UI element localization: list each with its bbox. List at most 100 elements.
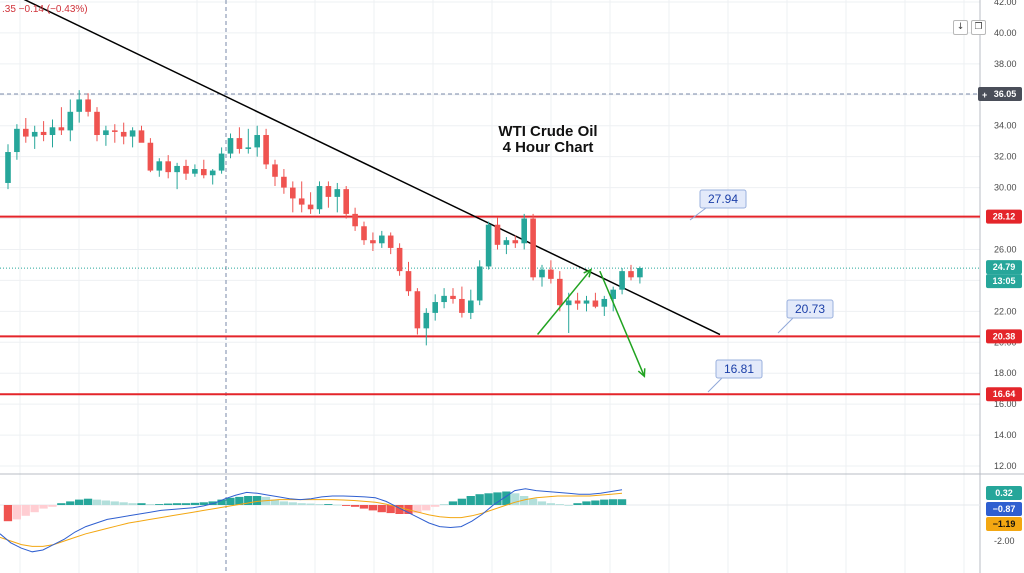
macd-signal-line [0,492,623,547]
candle-body [23,128,29,137]
macd-histogram-bar [199,502,208,505]
macd-histogram-bar [39,505,48,509]
copy-button[interactable]: ❐ [971,20,986,35]
macd-histogram-bar [333,504,342,506]
candle [254,125,260,157]
candle [423,308,430,346]
candle-body [423,312,430,329]
macd-histogram-bar [377,505,386,513]
macd-histogram-bar [617,499,627,505]
candle [147,138,154,173]
candle [209,169,216,185]
candle [405,261,412,296]
macd-histogram-bar [413,505,422,514]
level-badge-bg [986,209,1022,224]
price-tick-label: 18.00 [994,368,1017,378]
candle [565,292,572,333]
crosshair-horizontal [0,93,980,269]
candle-body [459,298,465,313]
candle [263,128,269,170]
candle-body [129,130,136,137]
candle [307,192,314,214]
price-callout: 16.81 [707,359,763,393]
macd-histogram-bar [475,494,484,505]
candle [94,107,100,142]
candle-body [138,130,145,143]
callout-box [715,359,763,379]
arrow-down-icon: ↓ [956,22,965,32]
macd-histogram-bar [582,501,591,505]
price-tick-label: 40.00 [994,28,1017,38]
candle-body [601,298,608,307]
candle [103,125,109,146]
callout-box [699,189,747,209]
candle-body [316,186,323,210]
macd-histogram-bar [3,505,13,522]
macd-histogram-bar [511,493,520,505]
plus-icon: + [982,90,987,100]
macd-line [0,488,623,553]
macd-histogram-bar [190,502,199,505]
up-arrow [536,269,592,336]
candle [414,288,421,335]
crosshair-badge-bg [978,87,1022,102]
bar-countdown-badge-text: 13:05 [992,276,1015,286]
macd-histogram-bar [609,499,618,505]
macd-histogram-bar [244,496,253,505]
macd-histogram-bar [520,496,529,505]
candle-body [58,127,65,131]
price-tick-label: 34.00 [994,121,1017,131]
macd-hist-badge: 0.32 [986,486,1022,500]
macd-histogram-bar [342,505,351,506]
candle-body [120,131,127,137]
horizontal-levels [0,215,980,396]
macd-hist-badge-bg [986,486,1022,500]
price-callout: 27.94 [689,189,747,221]
candle-body [112,130,118,132]
candle-body [574,300,581,304]
current-price-badge: 24.79 [986,260,1022,275]
candle [165,155,171,179]
candle-body [156,161,163,171]
candle-body [592,300,599,307]
candle-body [352,213,358,227]
candle-body [405,271,412,292]
macd-histogram-bar [83,498,93,505]
trendline [23,0,721,336]
candle [334,182,341,213]
candle [227,133,234,159]
macd-histogram-bar [48,505,57,507]
candle [129,127,136,148]
candle-body [432,302,438,313]
candle-body [183,165,189,174]
candle-body [370,240,376,244]
callout-pointer [707,377,723,393]
current-price-badge-bg [986,260,1022,275]
macd-histogram-bar [146,504,155,505]
price-tick-label: 14.00 [994,430,1017,440]
candle [76,90,82,123]
candle [352,207,358,231]
callout-pointer [777,317,794,334]
price-tick-label: 26.00 [994,244,1017,254]
scroll-down-button[interactable]: ↓ [953,20,968,35]
resistance-trendline [23,0,721,336]
macd-histogram-bar [279,501,288,505]
macd-histogram-bar [164,503,173,505]
macd-histogram-bar [226,497,235,505]
bar-countdown-badge: 13:05 [986,274,1022,289]
macd-histogram-bar [564,505,573,506]
candle [23,118,29,143]
candle-body [307,204,314,210]
macd-histogram-bar [368,505,377,511]
macd-histogram-bar [439,504,449,505]
crosshair-price-text: 36.05 [994,89,1017,99]
candle-body [628,271,634,278]
macd-histogram-bar [181,503,191,505]
candle-body [14,128,20,153]
candle-body [476,266,483,301]
candle [441,288,447,309]
candle-body [387,235,394,248]
candle-body [503,240,510,245]
